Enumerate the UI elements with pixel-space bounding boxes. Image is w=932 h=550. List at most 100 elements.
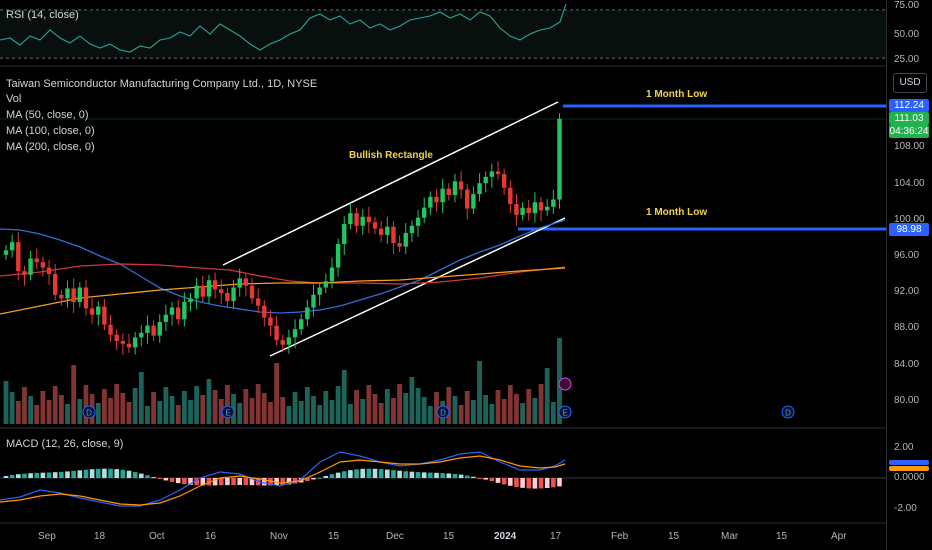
symbol-title[interactable]: Taiwan Semiconductor Manufacturing Compa… — [6, 78, 318, 90]
volume-bar — [95, 403, 101, 424]
macd-histogram-bar — [163, 478, 169, 481]
macd-histogram-bar — [169, 478, 175, 482]
macd-histogram-bar — [292, 478, 298, 484]
candle-body — [311, 294, 316, 308]
macd-histogram-bar — [428, 472, 433, 478]
macd-histogram-bar — [40, 472, 46, 478]
volume-bar — [495, 390, 501, 424]
candle-body — [96, 306, 101, 315]
volume-bar — [77, 399, 83, 424]
candle-body — [477, 183, 482, 195]
candle-body — [366, 216, 372, 223]
macd-histogram-bar — [95, 468, 101, 478]
macd-histogram-bar — [532, 478, 538, 489]
candle-body — [483, 176, 488, 184]
volume-bar — [22, 387, 27, 424]
candle-body — [471, 194, 476, 209]
volume-bar — [397, 384, 402, 424]
volume-bar — [169, 396, 175, 424]
volume-bar — [544, 368, 550, 424]
event-marker-icon — [221, 405, 235, 419]
candle-body — [157, 321, 162, 336]
indicator-ma50[interactable]: MA (50, close, 0) — [6, 109, 89, 121]
candle-body — [465, 189, 470, 209]
candle-body — [163, 314, 169, 322]
volume-bar — [286, 406, 292, 424]
macd-histogram-bar — [544, 478, 550, 488]
volume-bar — [464, 391, 470, 424]
volume-bar — [489, 404, 495, 424]
currency-button[interactable]: USD — [893, 73, 927, 93]
candle-body — [422, 207, 427, 218]
volume-bar — [384, 389, 390, 424]
candle-body — [372, 222, 378, 229]
macd-histogram-bar — [317, 477, 322, 479]
candle-body — [3, 250, 9, 255]
volume-bar — [434, 392, 439, 424]
macd-histogram-bar — [354, 469, 359, 478]
macd-histogram-bar — [200, 478, 206, 486]
indicator-ma200[interactable]: MA (200, close, 0) — [6, 141, 95, 153]
candle-body — [46, 267, 52, 274]
candle-body — [237, 278, 242, 288]
macd-histogram-bar — [551, 478, 556, 488]
volume-bar — [304, 387, 310, 424]
candle-body — [520, 207, 525, 215]
macd-histogram-bar — [132, 472, 138, 478]
volume-bar — [526, 389, 532, 424]
macd-histogram-bar — [65, 471, 70, 478]
volume-bar — [15, 401, 21, 424]
price-tick: 100.00 — [894, 214, 925, 225]
candle-body — [452, 181, 458, 195]
candle-body — [446, 188, 451, 195]
volume-bar — [3, 381, 9, 424]
ma100-line — [0, 263, 566, 285]
macd-pane — [0, 451, 886, 507]
candle-body — [292, 329, 298, 338]
time-label-year: 2024 — [494, 531, 517, 542]
candle-body — [495, 171, 501, 175]
volume-bar — [249, 398, 255, 424]
price-tick: 92.00 — [894, 286, 920, 297]
event-marker-letter: D — [785, 409, 791, 418]
macd-histogram-bar — [175, 478, 181, 484]
macd-histogram-bar — [341, 471, 347, 478]
indicator-ma100[interactable]: MA (100, close, 0) — [6, 125, 95, 137]
volume-bar — [102, 389, 107, 424]
macd-histogram-bar — [145, 475, 150, 478]
candle-body — [169, 307, 175, 315]
pattern-annotation[interactable]: Bullish Rectangle — [349, 150, 433, 161]
candle-body — [176, 307, 181, 320]
candle-body — [145, 325, 150, 333]
indicator-volume[interactable]: Vol — [6, 93, 22, 105]
candle-body — [34, 258, 39, 263]
macd-histogram-bar — [501, 478, 507, 485]
macd-histogram-bar — [434, 472, 439, 478]
macd-histogram-bar — [464, 475, 470, 478]
macd-label[interactable]: MACD (12, 26, close, 9) — [6, 438, 124, 450]
candle-body — [545, 206, 550, 211]
main-pane — [0, 101, 886, 424]
candle-body — [249, 285, 255, 299]
macd-histogram-bar — [372, 468, 378, 478]
macd-histogram-bar — [286, 478, 292, 485]
macd-histogram-bar — [446, 473, 452, 478]
upper-level-annotation[interactable]: 1 Month Low — [646, 89, 708, 100]
macd-histogram-bar — [157, 478, 163, 479]
volume-bar — [151, 392, 156, 424]
volume-bar — [458, 405, 464, 424]
volume-bar — [501, 399, 507, 424]
volume-bar — [427, 406, 433, 424]
macd-histogram-bar — [483, 478, 488, 480]
lower-level-annotation[interactable]: 1 Month Low — [646, 207, 708, 218]
candle-body — [212, 280, 218, 290]
channel-lower-line — [269, 217, 566, 357]
rsi-label[interactable]: RSI (14, close) — [6, 9, 79, 21]
candle-body — [219, 289, 224, 293]
rsi-tick-75: 75.00 — [894, 0, 920, 11]
candlestick-series — [3, 113, 562, 355]
volume-series — [3, 338, 562, 424]
candle-body — [59, 294, 64, 299]
rsi-pane — [0, 3, 886, 59]
